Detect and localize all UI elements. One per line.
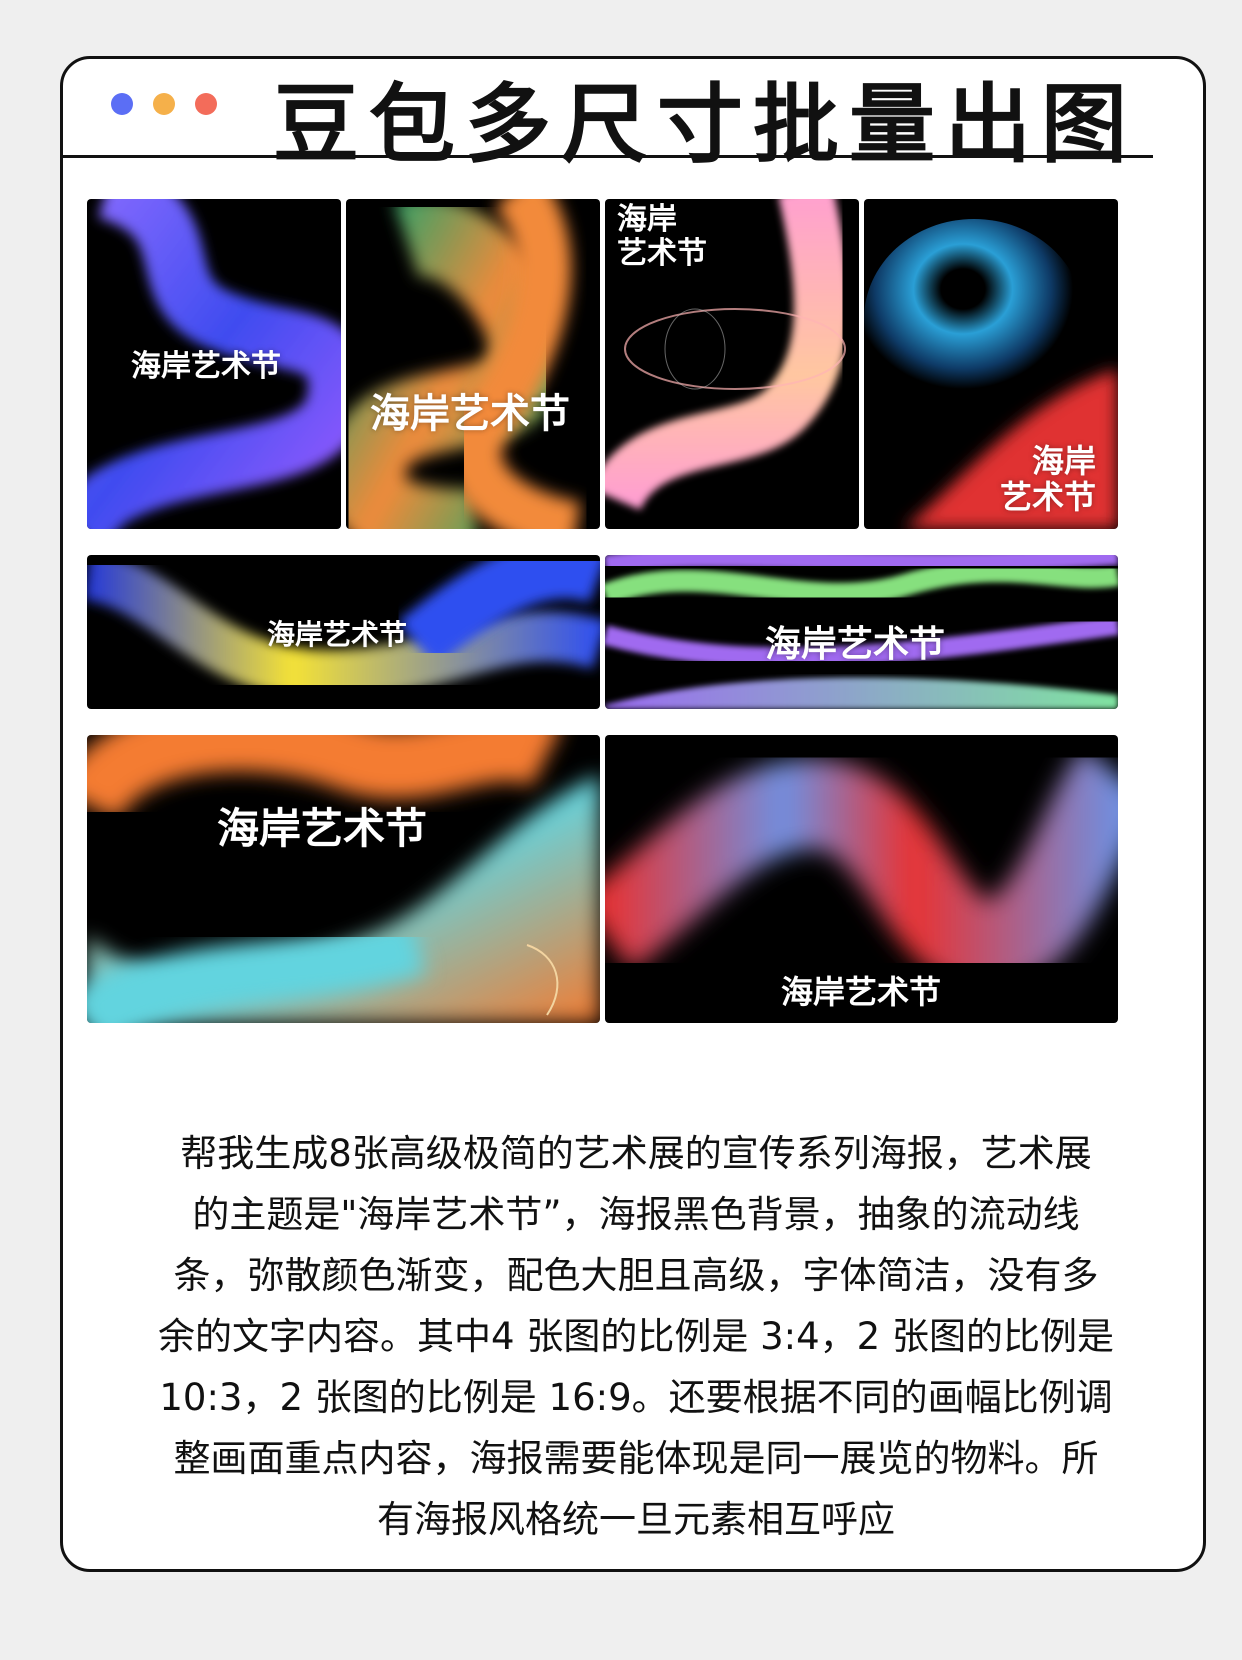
poster-8-title: 海岸艺术节 [781, 973, 942, 1011]
poster-4-title-line1: 海岸 [1032, 442, 1097, 480]
poster-3: 海岸 艺术节 [605, 199, 859, 529]
poster-1: 海岸艺术节 [87, 199, 341, 529]
description-line-5: 10:3，2 张图的比例是 16:9。还要根据不同的画幅比例调 [159, 1376, 1113, 1419]
prompt-description: 帮我生成8张高级极简的艺术展的宣传系列海报，艺术展 的主题是"海岸艺术节”，海报… [71, 1123, 1201, 1550]
description-line-7: 有海报风格统一旦元素相互呼应 [377, 1498, 895, 1541]
poster-3-title-line1: 海岸 [617, 202, 677, 237]
poster-2: 海岸艺术节 [346, 199, 600, 529]
poster-7-title: 海岸艺术节 [217, 804, 428, 853]
poster-7: 海岸艺术节 [87, 735, 600, 1023]
description-line-2: 的主题是"海岸艺术节”，海报黑色背景，抽象的流动线 [192, 1193, 1080, 1236]
description-line-6: 整画面重点内容，海报需要能体现是同一展览的物料。所 [173, 1437, 1099, 1480]
poster-6-art [605, 555, 1118, 709]
poster-2-title: 海岸艺术节 [370, 391, 570, 437]
poster-8-art [605, 746, 1118, 991]
poster-4-title-line2: 艺术节 [1000, 478, 1097, 516]
description-line-4: 余的文字内容。其中4 张图的比例是 3:4，2 张图的比例是 [158, 1315, 1114, 1358]
poster-1-title: 海岸艺术节 [131, 349, 281, 384]
poster-5: 海岸艺术节 [87, 555, 600, 709]
poster-8: 海岸艺术节 [605, 735, 1118, 1023]
main-card: 豆包多尺寸批量出图 海岸艺术节 海岸艺术节 [60, 56, 1206, 1572]
window-dots [111, 93, 217, 115]
poster-6: 海岸艺术节 [605, 555, 1118, 709]
red-dot-icon [195, 93, 217, 115]
poster-4: 海岸 艺术节 [864, 199, 1118, 529]
poster-6-title: 海岸艺术节 [765, 624, 946, 665]
title-divider [63, 155, 1153, 158]
description-line-1: 帮我生成8张高级极简的艺术展的宣传系列海报，艺术展 [180, 1132, 1092, 1175]
poster-3-art [605, 199, 849, 512]
orange-dot-icon [153, 93, 175, 115]
poster-5-art [87, 555, 600, 701]
poster-7-art [87, 735, 600, 1023]
poster-5-title: 海岸艺术节 [267, 618, 408, 651]
poster-3-title-line2: 艺术节 [617, 236, 707, 271]
poster-3-title: 海岸 艺术节 [617, 203, 707, 271]
blue-dot-icon [111, 93, 133, 115]
poster-4-art [864, 219, 1118, 529]
poster-2-art [346, 199, 582, 529]
poster-4-title: 海岸 艺术节 [1000, 443, 1096, 515]
poster-1-art [87, 199, 341, 529]
description-line-3: 条，弥散颜色渐变，配色大胆且高级，字体简洁，没有多 [173, 1254, 1099, 1297]
page-title: 豆包多尺寸批量出图 [273, 75, 1137, 175]
